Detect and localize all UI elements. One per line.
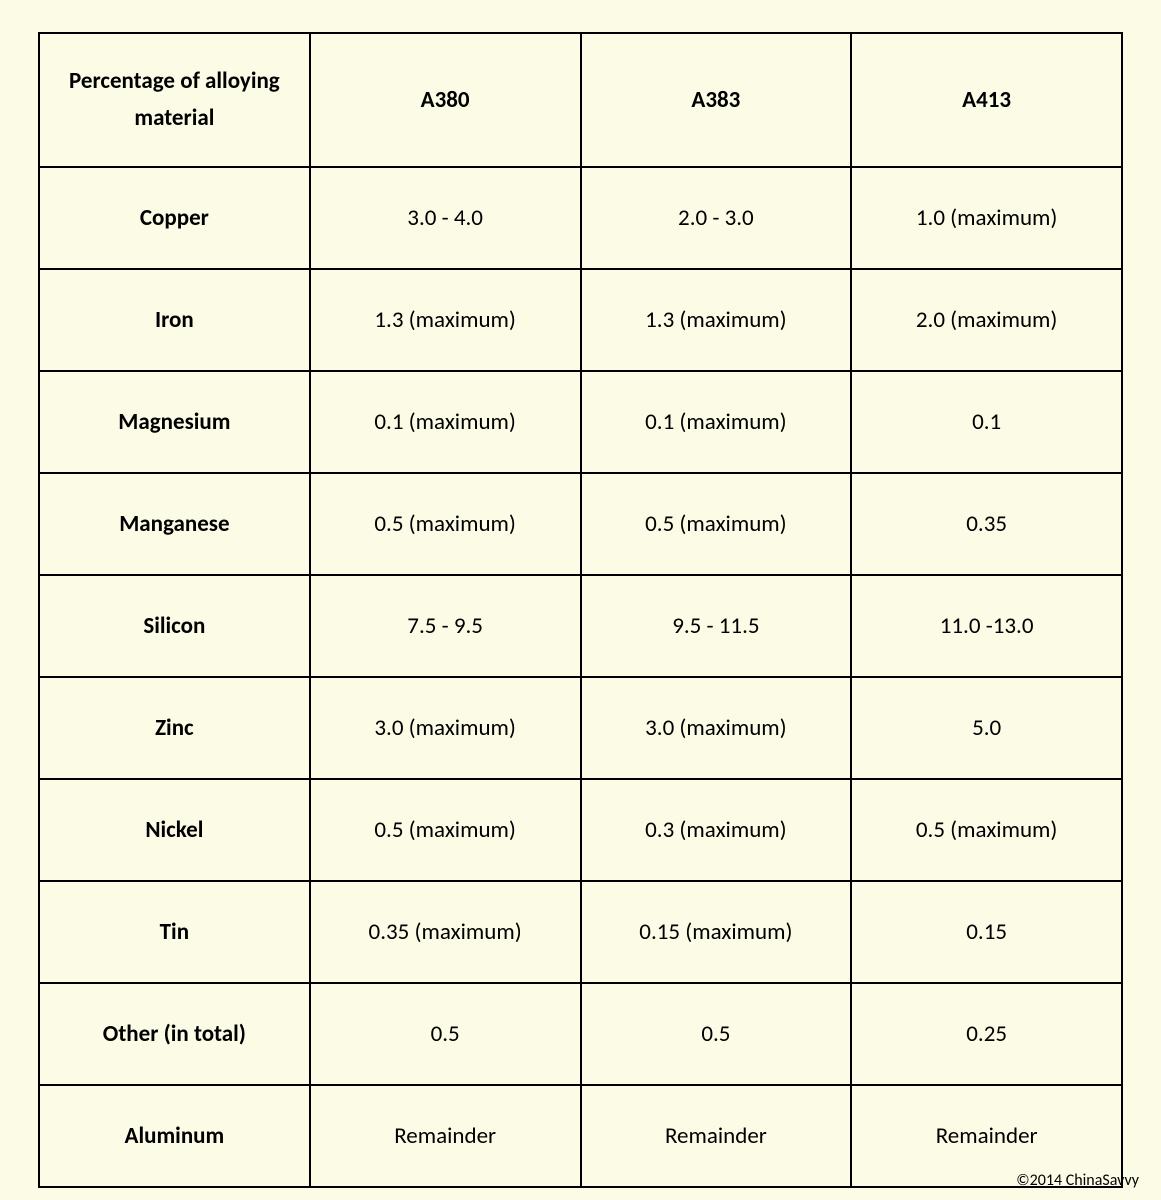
row-label: Tin [39, 881, 310, 983]
cell-a380: 3.0 (maximum) [310, 677, 581, 779]
table-row: Magnesium 0.1 (maximum) 0.1 (maximum) 0.… [39, 371, 1122, 473]
table-row: Silicon 7.5 - 9.5 9.5 - 11.5 11.0 -13.0 [39, 575, 1122, 677]
col-header-a413: A413 [851, 33, 1122, 167]
cell-a413: 0.25 [851, 983, 1122, 1085]
cell-a380: 0.5 (maximum) [310, 473, 581, 575]
cell-a383: 0.5 (maximum) [581, 473, 852, 575]
table-row: Nickel 0.5 (maximum) 0.3 (maximum) 0.5 (… [39, 779, 1122, 881]
table-row: Copper 3.0 - 4.0 2.0 - 3.0 1.0 (maximum) [39, 167, 1122, 269]
cell-a380: 0.5 [310, 983, 581, 1085]
table-row: Tin 0.35 (maximum) 0.15 (maximum) 0.15 [39, 881, 1122, 983]
row-label: Aluminum [39, 1085, 310, 1187]
col-header-a383: A383 [581, 33, 852, 167]
row-label: Manganese [39, 473, 310, 575]
table-row: Manganese 0.5 (maximum) 0.5 (maximum) 0.… [39, 473, 1122, 575]
col-header-material: Percentage of alloying material [39, 33, 310, 167]
cell-a383: 0.5 [581, 983, 852, 1085]
row-label: Silicon [39, 575, 310, 677]
table-row: Iron 1.3 (maximum) 1.3 (maximum) 2.0 (ma… [39, 269, 1122, 371]
cell-a413: 11.0 -13.0 [851, 575, 1122, 677]
cell-a383: 3.0 (maximum) [581, 677, 852, 779]
cell-a380: 1.3 (maximum) [310, 269, 581, 371]
cell-a383: 1.3 (maximum) [581, 269, 852, 371]
table-header-row: Percentage of alloying material A380 A38… [39, 33, 1122, 167]
table-row: Aluminum Remainder Remainder Remainder [39, 1085, 1122, 1187]
cell-a413: 2.0 (maximum) [851, 269, 1122, 371]
row-label: Zinc [39, 677, 310, 779]
row-label: Nickel [39, 779, 310, 881]
cell-a413: 1.0 (maximum) [851, 167, 1122, 269]
cell-a413: 0.15 [851, 881, 1122, 983]
cell-a413: 5.0 [851, 677, 1122, 779]
cell-a383: 0.3 (maximum) [581, 779, 852, 881]
cell-a383: 0.1 (maximum) [581, 371, 852, 473]
row-label: Other (in total) [39, 983, 310, 1085]
cell-a380: 0.5 (maximum) [310, 779, 581, 881]
col-header-a380: A380 [310, 33, 581, 167]
row-label: Iron [39, 269, 310, 371]
cell-a383: 2.0 - 3.0 [581, 167, 852, 269]
cell-a380: 7.5 - 9.5 [310, 575, 581, 677]
alloy-composition-table: Percentage of alloying material A380 A38… [38, 32, 1123, 1188]
cell-a380: 0.1 (maximum) [310, 371, 581, 473]
cell-a383: Remainder [581, 1085, 852, 1187]
copyright-notice: ©2014 ChinaSavvy [1016, 1171, 1139, 1190]
cell-a413: 0.5 (maximum) [851, 779, 1122, 881]
table-row: Other (in total) 0.5 0.5 0.25 [39, 983, 1122, 1085]
cell-a380: Remainder [310, 1085, 581, 1187]
cell-a380: 3.0 - 4.0 [310, 167, 581, 269]
page-container: Percentage of alloying material A380 A38… [0, 0, 1161, 1188]
cell-a413: 0.1 [851, 371, 1122, 473]
cell-a383: 9.5 - 11.5 [581, 575, 852, 677]
cell-a413: 0.35 [851, 473, 1122, 575]
cell-a383: 0.15 (maximum) [581, 881, 852, 983]
row-label: Magnesium [39, 371, 310, 473]
cell-a380: 0.35 (maximum) [310, 881, 581, 983]
row-label: Copper [39, 167, 310, 269]
table-row: Zinc 3.0 (maximum) 3.0 (maximum) 5.0 [39, 677, 1122, 779]
